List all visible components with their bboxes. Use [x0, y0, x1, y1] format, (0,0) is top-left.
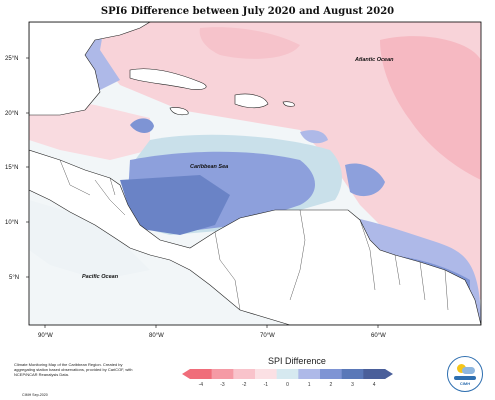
lon-tick-label: 90°W [38, 333, 53, 339]
colorbar-swatch [320, 369, 342, 379]
map-title: SPI6 Difference between July 2020 and Au… [100, 6, 395, 17]
colorbar: -4 -3 -2 -1 0 1 2 3 4 [182, 369, 393, 388]
colorbar-swatch [276, 369, 299, 379]
colorbar-tick-label: 4 [373, 382, 376, 388]
colorbar-swatch [255, 369, 277, 379]
cimh-logo: CIMH [447, 356, 483, 392]
colorbar-tick-label: 3 [351, 382, 354, 388]
colorbar-swatch [298, 369, 321, 379]
blue-spot [300, 130, 328, 144]
colorbar-tick-label: 1 [308, 382, 311, 388]
wave-icon [454, 376, 476, 380]
colorbar-swatch [190, 369, 212, 379]
colorbar-tick-label: -1 [264, 382, 269, 388]
north-america-land [29, 22, 151, 116]
colorbar-tick-label: -2 [242, 382, 247, 388]
map-note: Climate Monitoring Map of the Caribbean … [14, 362, 133, 377]
colorbar-tick-label: -3 [220, 382, 225, 388]
pink-strong-region [199, 27, 300, 59]
lon-tick-label: 70°W [260, 333, 275, 339]
lat-tick-label: 10°N [5, 220, 18, 226]
axis-ticks [26, 57, 379, 328]
blue-spot [130, 118, 154, 133]
hispaniola-island [234, 93, 269, 109]
puerto-rico-island [282, 101, 295, 107]
caribbean-sea-label: Caribbean Sea [190, 164, 228, 170]
colorbar-arrow-left [182, 369, 190, 379]
country-borders [59, 159, 449, 311]
lon-tick-label: 60°W [371, 333, 386, 339]
colorbar-title: SPI Difference [268, 356, 326, 366]
map-credit: CIMH Sep-2020 [22, 393, 48, 397]
colorbar-tick-label: 0 [286, 382, 289, 388]
colorbar-tick-label: -4 [199, 382, 204, 388]
neutral-region [29, 200, 150, 280]
lat-tick-label: 15°N [5, 165, 18, 171]
colorbar-swatch [211, 369, 234, 379]
logo-text: CIMH [459, 381, 471, 386]
colorbar-swatch [341, 369, 364, 379]
map-frame [28, 21, 482, 326]
jamaica-island [169, 107, 189, 116]
land-outlines [29, 22, 481, 325]
colorbar-arrow-right [385, 369, 393, 379]
cuba-island [129, 68, 207, 90]
atlantic-ocean-label: Atlantic Ocean [354, 57, 394, 63]
pacific-ocean-label: Pacific Ocean [82, 274, 119, 280]
colorbar-swatch [233, 369, 256, 379]
lat-tick-label: 20°N [5, 111, 18, 117]
cloud-icon [462, 367, 475, 374]
pink-strong-region [380, 36, 481, 180]
lon-tick-label: 80°W [149, 333, 164, 339]
sun-icon [457, 364, 466, 373]
lat-tick-label: 5°N [9, 275, 19, 281]
blue-spot [345, 163, 385, 197]
colorbar-swatch [363, 369, 386, 379]
pink-region [95, 22, 481, 300]
colorbar-tick-label: 2 [329, 382, 332, 388]
lat-tick-label: 25°N [5, 56, 18, 62]
blue-strong-region [120, 175, 230, 235]
